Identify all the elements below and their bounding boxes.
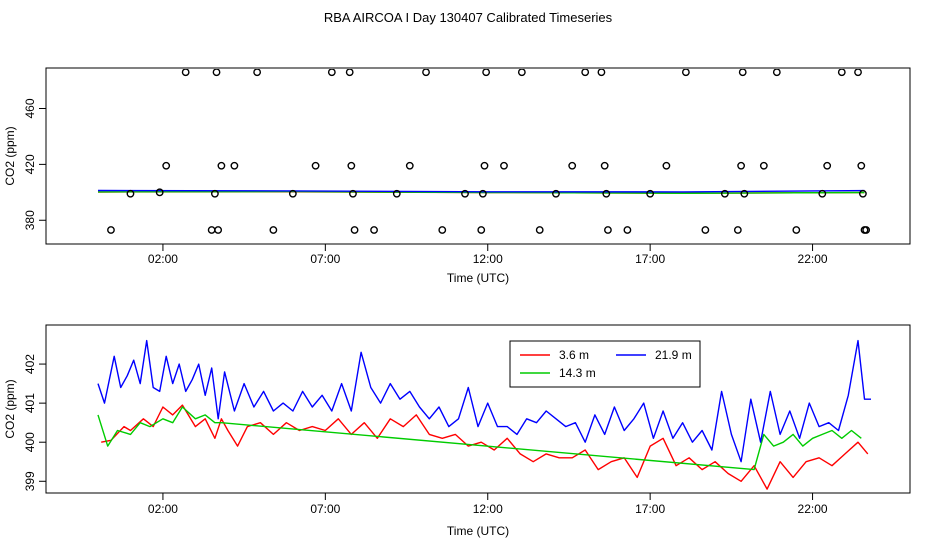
data-point	[288, 189, 297, 198]
chart-panels: 02:00 07:00 12:00 17:00 22:00 380 420 460 Time (…	[3, 67, 911, 538]
data-point	[772, 69, 781, 77]
data-point	[347, 161, 356, 170]
y-tick-label: 420	[23, 154, 37, 174]
y-axis-label: CO2 (ppm)	[3, 126, 17, 185]
chart-panel-1: 02:00 07:00 12:00 17:00 22:00 380 420 460 Time (…	[3, 67, 911, 285]
y-tick-label: 380	[23, 210, 37, 230]
data-point	[662, 161, 671, 170]
legend-label: 14.3 m	[559, 366, 596, 380]
series-line-21-9-m	[97, 189, 865, 193]
chart-panel-2: 02:00 07:00 12:00 17:00 22:00 399 400 401 402 Tim…	[3, 324, 911, 538]
data-point	[681, 69, 690, 77]
x-tick-label: 02:00	[148, 502, 178, 516]
data-point	[212, 69, 221, 77]
x-axis-label: Time (UTC)	[447, 524, 509, 538]
data-point	[350, 226, 359, 234]
data-point	[733, 226, 742, 234]
data-point	[859, 189, 867, 198]
series-line-14-3-m	[97, 406, 862, 471]
data-point	[349, 189, 357, 198]
data-point	[792, 226, 801, 234]
legend-label: 3.6 m	[559, 348, 589, 362]
data-point	[269, 226, 278, 234]
x-tick-label: 22:00	[798, 252, 828, 266]
x-tick-label: 22:00	[798, 502, 828, 516]
plot-area	[97, 69, 871, 234]
y-tick-label: 401	[23, 393, 37, 413]
data-point	[214, 226, 223, 234]
data-point	[311, 161, 320, 170]
data-point	[701, 226, 710, 234]
data-point	[759, 161, 768, 170]
data-point	[535, 226, 544, 234]
x-tick-label: 02:00	[148, 252, 178, 266]
x-tick-label: 12:00	[473, 252, 503, 266]
data-point	[738, 69, 747, 77]
legend-box	[509, 340, 701, 388]
data-point	[181, 69, 190, 77]
data-point	[568, 161, 577, 170]
data-point	[818, 189, 827, 198]
data-point	[392, 189, 401, 198]
legend-label: 21.9 m	[655, 348, 692, 362]
data-point	[253, 69, 262, 77]
data-point	[623, 226, 632, 234]
data-point	[857, 161, 866, 170]
y-tick-label: 400	[23, 432, 37, 452]
series-line-3-6-m	[101, 404, 869, 490]
data-point	[162, 161, 171, 170]
data-point	[405, 161, 414, 170]
data-point	[500, 161, 508, 170]
data-point	[597, 69, 606, 77]
series-line-21-9-m	[97, 339, 871, 463]
y-axis-label: CO2 (ppm)	[3, 379, 17, 438]
data-point	[480, 161, 489, 170]
data-point	[602, 189, 611, 198]
data-point	[837, 69, 846, 77]
x-axis-label: Time (UTC)	[447, 271, 509, 285]
data-point	[477, 226, 486, 234]
data-point	[217, 161, 226, 170]
data-point	[478, 189, 487, 198]
y-tick-label: 399	[23, 471, 37, 491]
data-point	[211, 189, 219, 198]
y-tick-label: 402	[23, 354, 37, 374]
data-point	[207, 226, 216, 234]
data-point	[517, 69, 526, 77]
data-point	[604, 226, 612, 234]
data-point	[422, 69, 430, 77]
data-point	[854, 69, 862, 77]
y-tick-label: 460	[23, 98, 37, 118]
data-point	[720, 189, 729, 198]
data-point	[581, 69, 590, 77]
data-point	[552, 189, 560, 198]
x-tick-label: 12:00	[473, 502, 503, 516]
data-point	[461, 189, 469, 198]
chart-title: RBA AIRCOA I Day 130407 Calibrated Times…	[324, 10, 613, 25]
data-point	[737, 161, 745, 170]
data-point	[438, 226, 447, 234]
data-point	[823, 161, 832, 170]
data-point	[155, 188, 164, 197]
data-point	[740, 189, 749, 198]
plot-frame	[45, 324, 911, 494]
x-tick-label: 17:00	[635, 252, 665, 266]
x-tick-label: 17:00	[635, 502, 665, 516]
data-point	[370, 226, 378, 234]
data-point	[107, 226, 115, 234]
x-tick-label: 07:00	[310, 252, 340, 266]
data-point	[646, 189, 655, 198]
data-point	[126, 189, 135, 198]
x-tick-label: 07:00	[310, 502, 340, 516]
plot-frame	[45, 67, 911, 245]
data-point	[327, 69, 336, 77]
legend: 3.6 m 14.3 m 21.9 m	[509, 340, 701, 388]
plot-area	[97, 339, 871, 490]
data-point	[600, 161, 609, 170]
data-point	[862, 226, 871, 234]
data-point	[230, 161, 239, 170]
data-point	[482, 69, 491, 77]
data-point	[345, 69, 354, 77]
